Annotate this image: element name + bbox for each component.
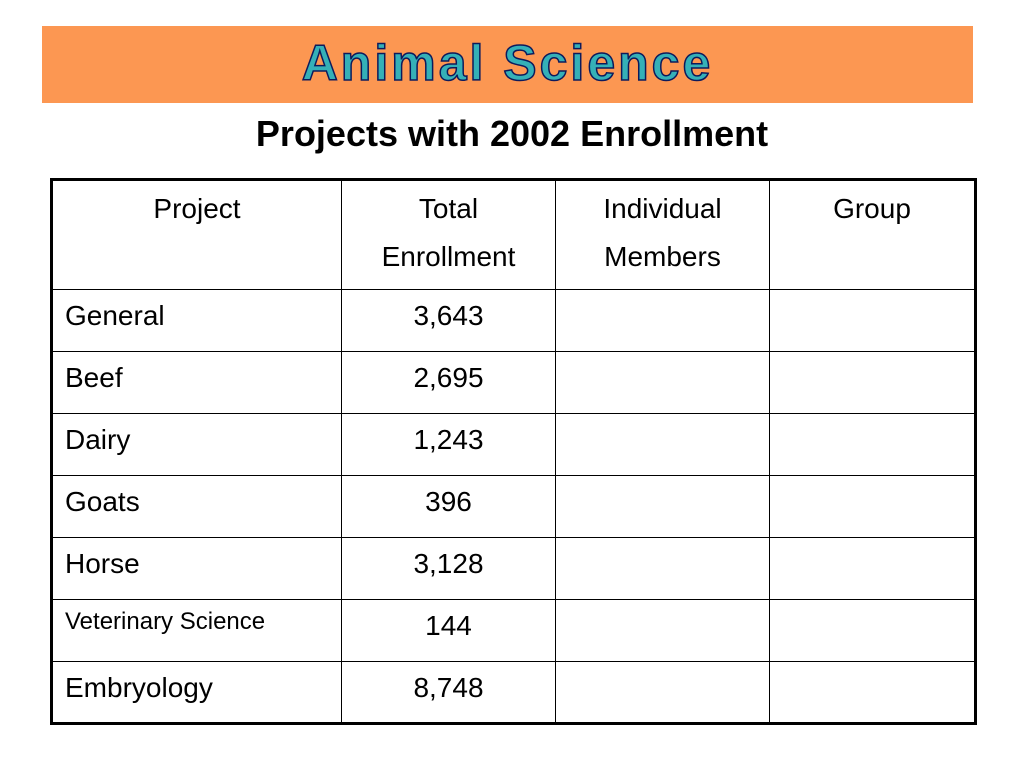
table-row: General 3,643 — [51, 289, 976, 352]
cell-project: Goats — [51, 475, 342, 538]
cell-group — [769, 289, 976, 352]
table-row: Horse 3,128 — [51, 537, 976, 600]
cell-project: Embryology — [51, 661, 342, 724]
cell-group — [769, 351, 976, 414]
header-individual-line2: Members — [604, 241, 721, 272]
page-subtitle: Projects with 2002 Enrollment — [255, 113, 769, 154]
cell-total-enrollment: 8,748 — [341, 661, 556, 724]
cell-project: Dairy — [51, 413, 342, 476]
table-header-row: Project Total Enrollment Individual Member… — [51, 179, 976, 290]
cell-total-enrollment: 396 — [341, 475, 556, 538]
cell-group — [769, 661, 976, 724]
cell-group — [769, 413, 976, 476]
enrollment-table: Project Total Enrollment Individual Member… — [50, 178, 977, 725]
cell-group — [769, 537, 976, 600]
cell-total-enrollment: 1,243 — [341, 413, 556, 476]
cell-individual-members — [555, 413, 770, 476]
cell-project: Beef — [51, 351, 342, 414]
header-project: Project — [51, 179, 342, 290]
table-row: Goats 396 — [51, 475, 976, 538]
header-total-enrollment: Total Enrollment — [341, 179, 556, 290]
table-row: Dairy 1,243 — [51, 413, 976, 476]
header-total-line2: Enrollment — [381, 241, 516, 272]
cell-group — [769, 599, 976, 662]
cell-total-enrollment: 3,643 — [341, 289, 556, 352]
cell-individual-members — [555, 537, 770, 600]
cell-group — [769, 475, 976, 538]
header-total-line1: Total — [418, 193, 479, 224]
cell-individual-members — [555, 289, 770, 352]
table-row: Veterinary Science 144 — [51, 599, 976, 662]
cell-individual-members — [555, 351, 770, 414]
cell-individual-members — [555, 661, 770, 724]
table-row: Embryology 8,748 — [51, 661, 976, 724]
header-group: Group — [769, 179, 976, 290]
cell-individual-members — [555, 475, 770, 538]
cell-total-enrollment: 144 — [341, 599, 556, 662]
banner-title: Animal Science — [301, 34, 714, 91]
cell-project: Horse — [51, 537, 342, 600]
header-individual-line1: Individual — [603, 193, 722, 224]
header-individual-members: Individual Members — [555, 179, 770, 290]
header-group-label: Group — [833, 193, 911, 224]
cell-total-enrollment: 2,695 — [341, 351, 556, 414]
title-banner: Animal Science — [42, 26, 973, 103]
cell-project: General — [51, 289, 342, 352]
cell-project: Veterinary Science — [51, 599, 342, 662]
cell-individual-members — [555, 599, 770, 662]
header-project-label: Project — [153, 193, 241, 224]
table-row: Beef 2,695 — [51, 351, 976, 414]
cell-total-enrollment: 3,128 — [341, 537, 556, 600]
